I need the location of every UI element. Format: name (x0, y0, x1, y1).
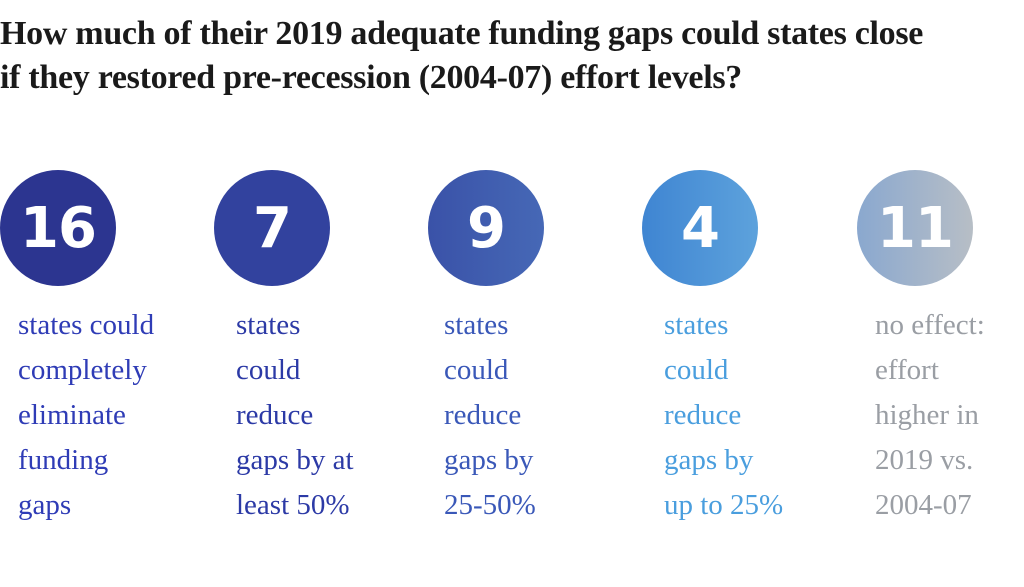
stat-description-line: 25-50% (444, 489, 536, 521)
stat-description-line: could (664, 354, 729, 386)
stat-block-reduce-25: 4 states could reduce gaps by up to 25% (642, 170, 783, 521)
stat-description-line: funding (18, 444, 109, 476)
stat-description-line: states (236, 309, 301, 341)
stat-description-line: up to 25% (664, 489, 784, 521)
stat-description: no effect: effort higher in 2019 vs. 200… (875, 303, 985, 528)
stat-circle: 4 (642, 170, 758, 286)
stat-circle: 16 (0, 170, 116, 286)
stat-description-line: effort (875, 354, 939, 386)
stat-description-line: states (444, 309, 509, 341)
stat-description: states could completely eliminate fundin… (18, 303, 154, 528)
stat-number: 11 (877, 195, 954, 261)
stat-description: states could reduce gaps by at least 50% (236, 303, 354, 528)
stat-description-line: higher in (875, 399, 979, 431)
stat-description-line: no effect: (875, 309, 985, 341)
stat-description-line: 2004-07 (875, 489, 972, 521)
stat-number: 4 (681, 195, 720, 261)
stat-description-line: reduce (444, 399, 522, 431)
stat-description-line: could (444, 354, 509, 386)
stat-number: 9 (467, 195, 506, 261)
stat-block-reduce-50: 7 states could reduce gaps by at least 5… (214, 170, 354, 521)
stat-description: states could reduce gaps by 25-50% (444, 303, 536, 528)
stat-circle: 9 (428, 170, 544, 286)
title-line-2: if they restored pre-recession (2004-07)… (0, 59, 742, 96)
stat-description-line: gaps by (664, 444, 754, 476)
stat-description-line: gaps by at (236, 444, 354, 476)
stat-description-line: gaps (18, 489, 72, 521)
stat-number: 7 (253, 195, 292, 261)
stat-circle: 11 (857, 170, 973, 286)
stat-description-line: 2019 vs. (875, 444, 974, 476)
stat-description-line: reduce (664, 399, 742, 431)
stat-block-eliminate: 16 states could completely eliminate fun… (0, 170, 154, 521)
stat-description-line: eliminate (18, 399, 126, 431)
stat-description: states could reduce gaps by up to 25% (664, 303, 783, 528)
stat-description-line: states (664, 309, 729, 341)
stat-number: 16 (20, 195, 97, 261)
stat-description-line: least 50% (236, 489, 350, 521)
stat-block-reduce-25-50: 9 states could reduce gaps by 25-50% (428, 170, 544, 521)
stat-circle: 7 (214, 170, 330, 286)
stat-description-line: completely (18, 354, 147, 386)
title-line-1: How much of their 2019 adequate funding … (0, 15, 924, 52)
stat-block-no-effect: 11 no effect: effort higher in 2019 vs. … (857, 170, 985, 521)
stat-description-line: gaps by (444, 444, 534, 476)
page-title: How much of their 2019 adequate funding … (0, 12, 1020, 100)
stat-description-line: states could (18, 309, 155, 341)
stat-description-line: reduce (236, 399, 314, 431)
stat-description-line: could (236, 354, 301, 386)
